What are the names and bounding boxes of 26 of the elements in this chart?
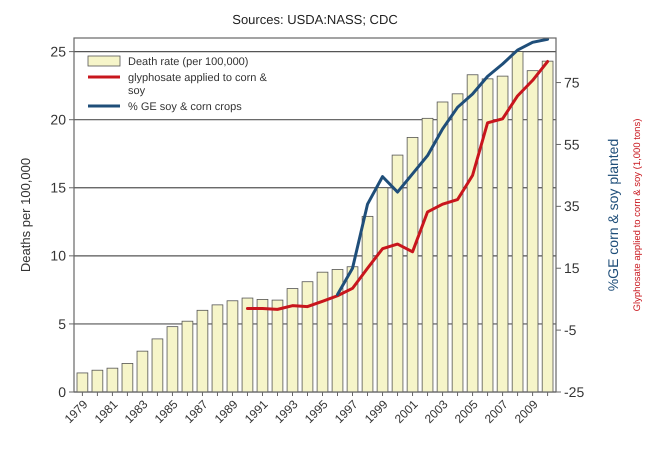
chart-title: Sources: USDA:NASS; CDC [232, 12, 398, 27]
bar [136, 350, 148, 392]
bar [152, 338, 164, 392]
bar [92, 370, 104, 392]
y2-tick-label: 35 [564, 198, 580, 214]
y-axis-title: Deaths per 100,000 [18, 158, 33, 272]
y2-axis-title: %GE corn & soy planted [605, 138, 621, 292]
y2-tick-label: 75 [564, 74, 580, 90]
y-tick-label: 10 [50, 248, 66, 264]
legend-label: % GE soy & corn crops [128, 100, 242, 113]
bar [106, 368, 118, 392]
y-tick-label: 5 [58, 316, 66, 332]
y-tick-label: 15 [50, 180, 66, 196]
line-series [336, 38, 550, 296]
legend-label: glyphosate applied to corn & soy [128, 72, 268, 97]
y2-tick-label: 15 [564, 260, 580, 276]
y2-tick-label: -5 [564, 322, 577, 338]
y-tick-label: 25 [50, 44, 66, 60]
y-tick-label: 0 [58, 384, 66, 400]
text: Glyphosate applied to corn & soy (1,000 tons) [632, 118, 643, 312]
y2-tick-label: 55 [564, 136, 580, 152]
legend-label: Death rate (per 100,000) [128, 56, 248, 68]
bar [122, 363, 134, 392]
bar [76, 372, 88, 392]
y-tick-label: 20 [50, 112, 66, 128]
y2-tick-label: -25 [564, 384, 584, 400]
